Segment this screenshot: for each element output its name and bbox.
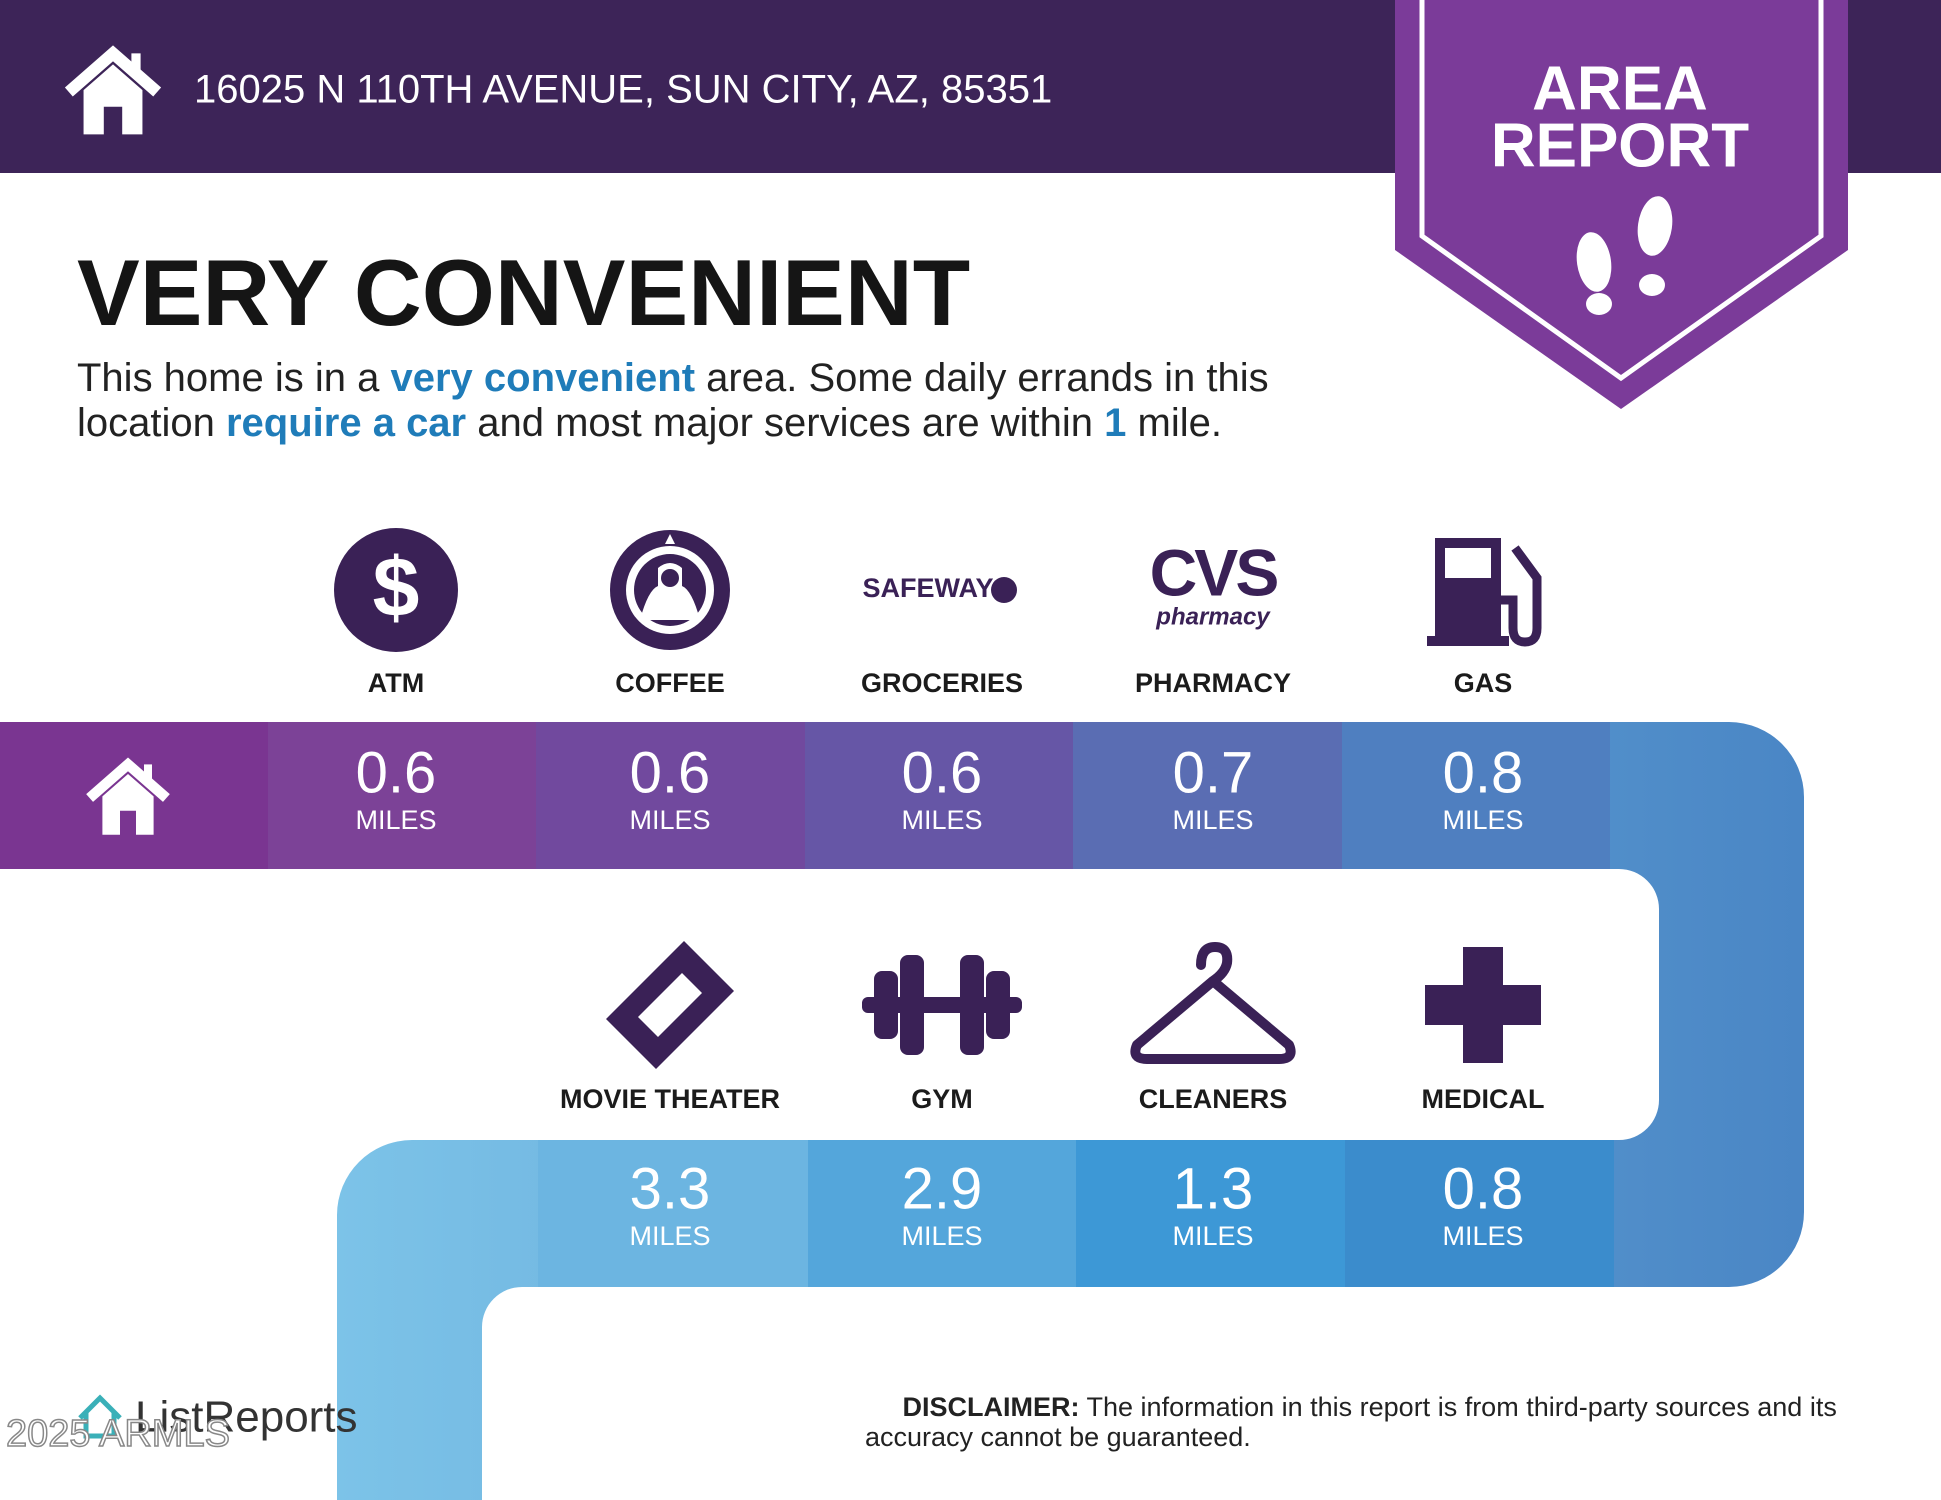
dumbbell-plate	[986, 971, 1010, 1039]
distance: 1.3	[1173, 1156, 1254, 1221]
distance-unit: MILES	[901, 1221, 982, 1251]
amenity-label: GYM	[911, 1084, 973, 1114]
distance: 0.8	[1443, 740, 1524, 805]
distance-band	[0, 722, 1804, 1500]
amenity-label: GAS	[1454, 668, 1513, 698]
atm-symbol: $	[373, 540, 420, 634]
badge-line: AREA	[1532, 54, 1708, 123]
text: mile.	[1126, 401, 1222, 445]
distance-unit: MILES	[1442, 1221, 1523, 1251]
description-line: location require a car and most major se…	[77, 401, 1222, 445]
distance: 0.6	[356, 740, 437, 805]
amenity-label: CLEANERS	[1139, 1084, 1288, 1114]
chimney	[131, 53, 141, 72]
text: location	[77, 401, 226, 445]
badge-border	[1419, 0, 1824, 382]
chimney	[144, 764, 152, 781]
footprints	[1576, 196, 1673, 315]
safeway-mark	[991, 577, 1017, 603]
amenity-label: MEDICAL	[1422, 1084, 1545, 1114]
badge-line: REPORT	[1491, 111, 1749, 180]
ticket-icon	[606, 941, 734, 1069]
text: and most major services are within	[466, 401, 1104, 445]
home-icon	[64, 45, 162, 135]
emphasis: 1	[1104, 401, 1126, 445]
distance-unit: MILES	[1172, 805, 1253, 835]
distance-unit: MILES	[1442, 805, 1523, 835]
text: area. Some daily errands in this	[695, 356, 1269, 400]
distance-unit: MILES	[629, 805, 710, 835]
disclaimer: DISCLAIMER: The information in this repo…	[865, 1392, 1859, 1422]
distance: 0.8	[1443, 1156, 1524, 1221]
home-icon	[86, 757, 170, 835]
distance-unit: MILES	[1172, 1221, 1253, 1251]
dumbbell-plate	[900, 955, 924, 1055]
address: 16025 N 110TH AVENUE, SUN CITY, AZ, 8535…	[194, 68, 1052, 112]
roof	[64, 45, 162, 97]
amenity-label: ATM	[368, 668, 424, 698]
watermark: 2025 ARMLS	[6, 1413, 230, 1455]
icons: $ATM0.6MILESCOFFEE0.6MILESSAFEWAYGROCERI…	[334, 528, 1545, 1251]
disclaimer-text: The information in this report is from t…	[1087, 1392, 1837, 1422]
dumbbell-plate	[874, 971, 898, 1039]
description: This home is in a very convenient area. …	[77, 356, 1269, 445]
amenity-label: MOVIE THEATER	[560, 1084, 780, 1114]
brand: ListReports	[135, 1393, 358, 1442]
hanger-icon	[1130, 942, 1296, 1064]
cvs-logo: CVS	[1150, 535, 1278, 609]
disclaimer-label: DISCLAIMER:	[903, 1392, 1080, 1422]
disclaimer: accuracy cannot be guaranteed.	[865, 1422, 1251, 1452]
distance: 0.6	[630, 740, 711, 805]
amenity-label: GROCERIES	[861, 668, 1023, 698]
gas-base	[1427, 636, 1509, 646]
safeway-logo: SAFEWAY	[862, 573, 993, 603]
text: This home is in a	[77, 356, 390, 400]
amenity-label: PHARMACY	[1135, 668, 1291, 698]
house-body	[102, 774, 154, 835]
cvs-sub: pharmacy	[1155, 603, 1271, 630]
headline: VERY CONVENIENT	[77, 240, 970, 345]
gas-icon	[1435, 538, 1501, 642]
gas-hose	[1501, 545, 1542, 647]
distance-unit: MILES	[355, 805, 436, 835]
distance-unit: MILES	[629, 1221, 710, 1251]
emphasis: very convenient	[390, 356, 695, 400]
coffee-siren	[640, 563, 700, 620]
badge	[1395, 0, 1848, 409]
coffee-face	[661, 569, 679, 587]
band-cells	[0, 722, 1614, 1287]
distance: 0.7	[1173, 740, 1254, 805]
roof	[86, 757, 170, 802]
brand-mark	[78, 1394, 122, 1439]
dumbbell-plate	[960, 955, 984, 1055]
house-body	[83, 64, 143, 135]
distance: 2.9	[902, 1156, 983, 1221]
distance: 3.3	[630, 1156, 711, 1221]
distance-unit: MILES	[901, 805, 982, 835]
description-line: This home is in a very convenient area. …	[77, 356, 1269, 400]
atm-icon	[334, 528, 458, 652]
emphasis: require a car	[226, 401, 466, 445]
distance: 0.6	[902, 740, 983, 805]
amenity-label: COFFEE	[615, 668, 725, 698]
medical-icon	[1425, 947, 1541, 1063]
coffee-star	[665, 534, 675, 544]
